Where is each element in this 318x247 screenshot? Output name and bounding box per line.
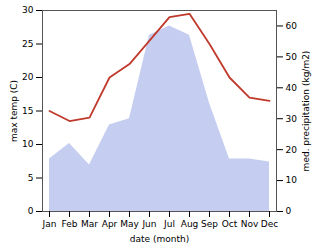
svg-text:25: 25 — [22, 39, 33, 49]
svg-text:Oct: Oct — [222, 219, 238, 229]
svg-text:Nov: Nov — [241, 219, 259, 229]
svg-text:Aug: Aug — [181, 219, 199, 229]
svg-text:Jun: Jun — [141, 219, 156, 229]
svg-text:0: 0 — [28, 206, 34, 216]
svg-text:20: 20 — [22, 72, 34, 82]
svg-text:15: 15 — [22, 106, 33, 116]
svg-text:0: 0 — [286, 206, 292, 216]
svg-text:5: 5 — [28, 173, 34, 183]
svg-text:Mar: Mar — [81, 219, 98, 229]
svg-text:10: 10 — [22, 139, 34, 149]
svg-text:Feb: Feb — [62, 219, 78, 229]
svg-text:Apr: Apr — [102, 219, 118, 229]
svg-text:Jan: Jan — [42, 219, 57, 229]
svg-text:Dec: Dec — [261, 219, 278, 229]
svg-text:30: 30 — [22, 5, 34, 15]
svg-text:Sep: Sep — [201, 219, 218, 229]
svg-text:40: 40 — [286, 83, 298, 93]
svg-text:10: 10 — [286, 175, 298, 185]
svg-text:30: 30 — [286, 114, 298, 124]
svg-text:Jul: Jul — [163, 219, 175, 229]
svg-text:50: 50 — [286, 52, 298, 62]
svg-text:20: 20 — [286, 145, 298, 155]
svg-text:max temp (C): max temp (C) — [9, 80, 19, 142]
svg-text:60: 60 — [286, 21, 298, 31]
svg-text:date (month): date (month) — [130, 234, 189, 244]
svg-text:med. precipitation (kg/m2): med. precipitation (kg/m2) — [301, 51, 311, 172]
svg-text:May: May — [120, 219, 139, 229]
